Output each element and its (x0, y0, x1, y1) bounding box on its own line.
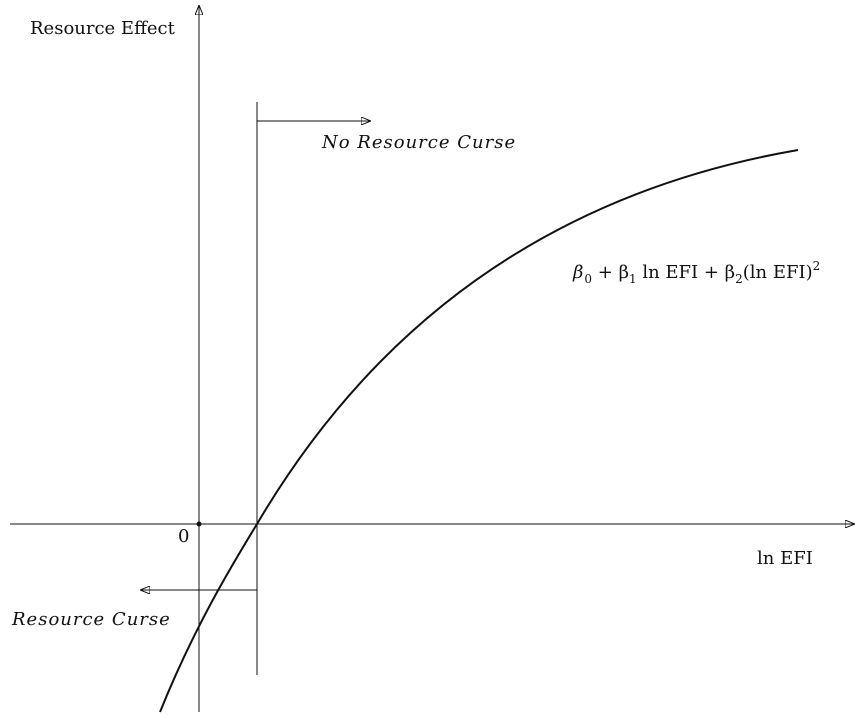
formula-sup: 2 (813, 259, 821, 273)
region-label: Resource Curse (11, 609, 171, 630)
x-axis-label: ln EFI (757, 548, 813, 569)
origin-dot (196, 521, 202, 527)
formula-part: + β (592, 262, 629, 283)
origin-label: 0 (178, 526, 189, 547)
curve (159, 149, 799, 713)
formula: β0 + β1 ln EFI + β2(ln EFI)2 (572, 259, 820, 286)
region-label: No Resource Curse (321, 132, 516, 153)
y-axis-label: Resource Effect (30, 18, 176, 39)
formula-part: (ln EFI) (743, 262, 813, 283)
formula-part: ln EFI + β (637, 262, 735, 283)
formula-sub: 1 (629, 272, 637, 286)
formula-sub: 0 (584, 272, 592, 286)
formula-part: β (572, 262, 584, 283)
formula-sub: 2 (735, 272, 743, 286)
